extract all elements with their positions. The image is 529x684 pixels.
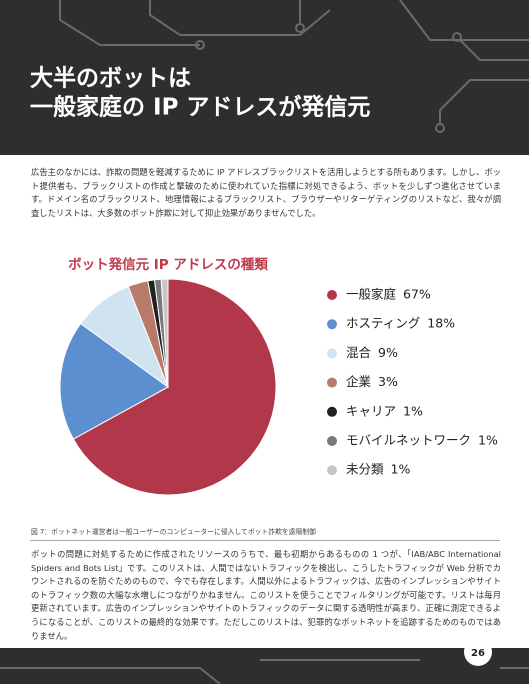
legend-value: 67%: [403, 287, 431, 302]
legend-value: 1%: [391, 462, 411, 477]
legend-dot: [327, 465, 337, 476]
page-number: 26: [471, 648, 485, 659]
legend-value: 18%: [427, 316, 455, 331]
divider: [30, 540, 500, 541]
legend-label: キャリア: [346, 403, 396, 418]
intro-paragraph: 広告主のなかには、詐欺の問題を軽減するために IP アドレスブラックリストを活用…: [31, 167, 501, 218]
title-line: 一般家庭の IP アドレスが発信元: [30, 94, 370, 121]
legend-dot: [327, 348, 337, 359]
legend-dot: [327, 377, 337, 388]
pie-chart: ボット発信元 IP アドレスの種類 一般家庭 67% ホスティング 18% 混合 9% 企業…: [59, 256, 498, 496]
legend-label: モバイルネットワーク: [346, 433, 471, 448]
footer-band: 26: [0, 648, 529, 684]
chart-title: ボット発信元 IP アドレスの種類: [68, 256, 268, 273]
legend-value: 1%: [478, 433, 498, 448]
legend-label: 未分類: [346, 462, 384, 477]
legend-dot: [327, 406, 337, 417]
pie-slice: [160, 278, 169, 388]
legend-label: 混合: [346, 345, 372, 360]
pie-slice: [59, 322, 169, 440]
title-line: 大半のボットは: [30, 66, 191, 92]
legend-value: 1%: [403, 403, 423, 418]
figure-caption: 図 7：ボットネット運営者は一般ユーザーのコンピューターに侵入してボット詐欺を遠…: [31, 528, 316, 536]
legend-value: 9%: [378, 345, 398, 360]
header-band: 大半のボットは 一般家庭の IP アドレスが発信元: [0, 0, 529, 155]
legend-dot: [327, 290, 337, 300]
legend-label: 企業: [346, 374, 372, 389]
legend-dot: [327, 436, 337, 446]
body-paragraph: ボットの問題に対処するために作成されたリソースのうちで、最も初期からあるものの …: [31, 549, 501, 641]
pie-slice: [72, 278, 277, 496]
legend-dot: [327, 319, 337, 330]
legend-value: 3%: [378, 374, 398, 389]
legend-label: ホスティング: [346, 316, 420, 331]
legend-label: 一般家庭: [346, 287, 397, 302]
